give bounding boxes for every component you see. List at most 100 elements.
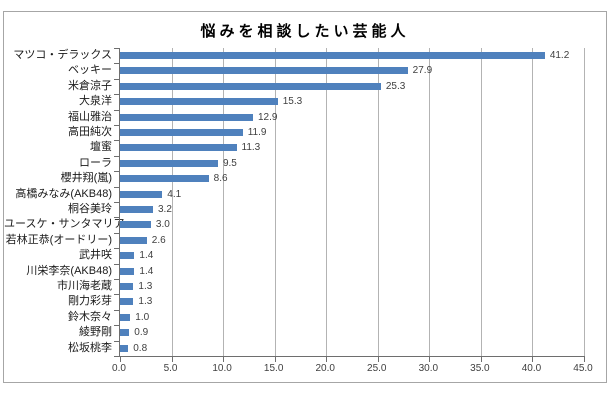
value-label: 3.2: [157, 204, 172, 215]
value-label: 3.0: [155, 219, 170, 231]
bar: [120, 344, 129, 352]
category-label: 壇蜜: [90, 141, 112, 154]
gridline: [377, 48, 379, 356]
value-label: 1.3: [138, 296, 153, 308]
value-label: 1.4: [139, 265, 154, 277]
y-axis-tick: [114, 279, 120, 280]
category-label: 鈴木奈々: [68, 310, 112, 323]
x-tick-label: 10.0: [212, 363, 232, 374]
bar: [120, 252, 135, 260]
bar: [120, 236, 147, 244]
y-axis-tick: [114, 325, 120, 327]
bar: [120, 82, 381, 90]
category-label: 剛力彩芽: [68, 295, 112, 308]
gridline: [429, 48, 431, 356]
bar: [120, 206, 153, 213]
value-label: 8.6: [213, 173, 228, 185]
x-axis-tick: [326, 356, 328, 362]
value-label: 25.3: [385, 80, 406, 92]
y-axis-tick: [114, 186, 120, 188]
bar: [120, 159, 218, 167]
bar: [120, 329, 130, 337]
gridline: [532, 48, 534, 356]
bar: [120, 221, 151, 229]
y-axis-category-labels: マツコ・デラックスベッキー米倉涼子大泉洋福山雅治高田純次壇蜜ローラ櫻井翔(嵐) 高…: [4, 48, 125, 356]
gridline: [480, 48, 482, 356]
x-tick-label: 15.0: [263, 363, 284, 374]
x-axis-tick: [429, 356, 431, 362]
bar: [120, 298, 134, 306]
x-axis-tick: [171, 356, 173, 362]
chart-title: 悩みを相談したい芸能人: [200, 23, 410, 40]
value-label: 1.0: [135, 311, 150, 323]
gridline: [326, 48, 328, 356]
x-tick-label: 40.0: [521, 363, 542, 374]
category-label: ローラ: [79, 156, 112, 169]
value-label: 0.8: [133, 342, 148, 354]
value-label: 1.3: [138, 281, 153, 292]
category-label: 櫻井翔(嵐): [60, 172, 112, 185]
category-label: 武井咲: [79, 249, 112, 262]
bar: [120, 144, 237, 152]
value-label: 11.3: [241, 142, 261, 154]
x-axis-tick: [532, 356, 534, 362]
bar: [120, 52, 545, 59]
bar: [120, 98, 278, 106]
value-label: 9.5: [222, 157, 237, 169]
value-label: 1.4: [139, 250, 154, 262]
x-axis-tick: [223, 356, 225, 362]
y-axis-tick: [114, 155, 120, 157]
y-axis-tick: [114, 340, 120, 342]
bar: [120, 190, 163, 198]
category-label: 大泉洋: [79, 95, 112, 108]
category-label: 松坂桃李: [68, 341, 112, 354]
category-label: 高田純次: [68, 126, 112, 138]
category-label: 高橋みなみ(AKB48): [15, 187, 112, 200]
y-axis-tick: [114, 248, 120, 250]
y-axis-tick: [114, 171, 120, 173]
y-axis-tick: [114, 78, 120, 80]
category-label: マツコ・デラックス: [13, 49, 112, 61]
category-label: ベッキー: [68, 64, 112, 77]
x-tick-label: 0.0: [112, 363, 126, 374]
y-axis-tick: [114, 356, 120, 357]
category-label: 福山雅治: [68, 110, 112, 123]
value-label: 2.6: [151, 234, 166, 246]
category-label: 綾野剛: [79, 326, 112, 339]
y-axis-tick: [114, 109, 120, 111]
x-tick-label: 45.0: [573, 363, 593, 374]
category-label: 川栄李奈(AKB48): [26, 264, 112, 277]
x-tick-label: 35.0: [470, 363, 490, 374]
bar: [120, 67, 408, 75]
bar: [120, 283, 134, 290]
gridline: [223, 48, 225, 356]
value-label: 41.2: [549, 50, 570, 61]
value-label: 12.9: [258, 111, 278, 123]
value-label: 11.9: [247, 127, 267, 138]
y-axis-tick: [114, 48, 120, 49]
x-axis-tick: [480, 356, 482, 362]
category-label: 米倉涼子: [68, 79, 112, 92]
y-axis-tick: [114, 232, 120, 234]
x-tick-label: 20.0: [315, 363, 335, 374]
x-axis-tick: [377, 356, 379, 362]
x-axis-tick: [584, 356, 585, 362]
y-axis-tick: [114, 202, 120, 203]
y-axis-tick: [114, 217, 120, 219]
y-axis-tick: [114, 309, 120, 311]
bar: [120, 129, 243, 136]
x-tick-label: 25.0: [367, 363, 387, 374]
chart-frame: 悩みを相談したい芸能人 マツコ・デラックスベッキー米倉涼子大泉洋福山雅治高田純次…: [3, 11, 607, 383]
gridline: [274, 48, 276, 356]
y-axis-tick: [114, 125, 120, 126]
y-axis-tick: [114, 63, 120, 65]
plot-area: 41.2 27.9 25.3 15.3 12.9 11.9 11.3 9.5 8.6 4.1 3.2…: [114, 48, 585, 362]
x-tick-label: 30.0: [418, 363, 439, 374]
category-label: ユースケ・サンタマリア: [4, 218, 125, 231]
y-axis-tick: [114, 263, 120, 265]
x-axis-tick: [120, 356, 121, 362]
gridline: [171, 48, 173, 356]
x-axis-tick-labels: 0.0 5.0 10.0 15.0 20.0 25.0 30.0 35.0 40.0 45.0: [112, 363, 593, 377]
category-label: 若林正恭(オードリー): [5, 233, 112, 246]
